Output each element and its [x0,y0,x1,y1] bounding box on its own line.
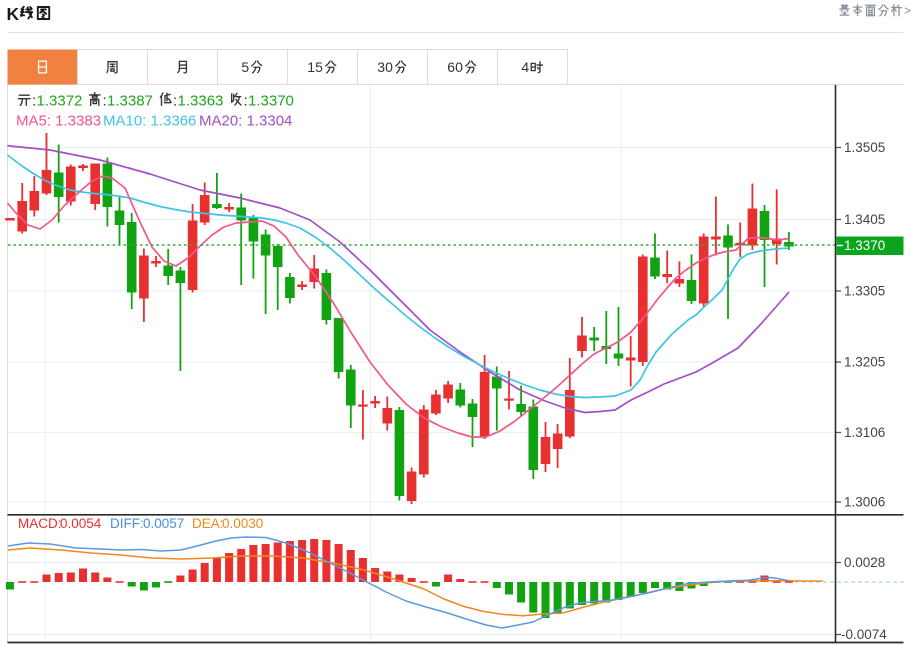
svg-text:1.3505: 1.3505 [844,140,885,155]
svg-text::: : [103,93,107,110]
svg-text::: : [244,93,248,110]
svg-text:1.3387: 1.3387 [107,93,153,110]
svg-text:1.3363: 1.3363 [178,93,224,110]
svg-text:5: 5 [241,59,249,75]
svg-text:60: 60 [447,59,463,75]
svg-text:>: > [904,4,911,18]
svg-text:DEA:: DEA: [192,516,224,531]
svg-text:1.3372: 1.3372 [37,93,83,110]
svg-text:1.3305: 1.3305 [844,284,885,299]
svg-text:MA5: 1.3383: MA5: 1.3383 [16,113,101,130]
svg-text:0.0028: 0.0028 [844,555,885,570]
svg-text:1.3405: 1.3405 [844,212,885,227]
svg-text:MA10: 1.3366: MA10: 1.3366 [103,113,196,130]
svg-text:-0.0074: -0.0074 [841,627,887,642]
svg-text:1.3205: 1.3205 [844,355,885,370]
svg-text:15: 15 [307,59,323,75]
svg-text:K: K [7,4,20,24]
svg-text:DIFF:: DIFF: [110,516,144,531]
svg-text:MACD:: MACD: [18,516,62,531]
svg-text:0.0057: 0.0057 [143,516,184,531]
svg-text:30: 30 [377,59,393,75]
svg-text:4: 4 [521,59,529,75]
svg-text:1.3106: 1.3106 [844,425,885,440]
svg-text:0.0054: 0.0054 [60,516,102,531]
svg-text:0.0030: 0.0030 [222,516,263,531]
svg-text:1.3006: 1.3006 [844,495,885,510]
svg-text::: : [32,93,36,110]
svg-text:1.3370: 1.3370 [248,93,294,110]
svg-text::: : [173,93,177,110]
svg-text:1.3370: 1.3370 [844,238,885,253]
svg-text:MA20: 1.3304: MA20: 1.3304 [199,113,292,130]
